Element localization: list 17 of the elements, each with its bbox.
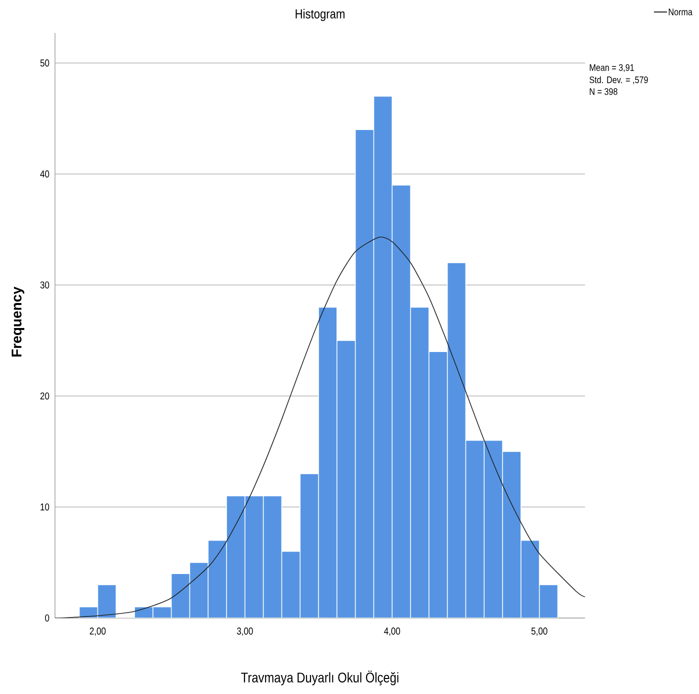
x-tick-label: 4,00 [384, 628, 400, 636]
text: Mean = 3,91 [590, 64, 634, 72]
x-axis-title: Travmaya Duyarlı Okul Ölçeği [241, 670, 398, 686]
x-tick-label: 2,00 [90, 628, 106, 636]
y-tick-label: 20 [40, 392, 50, 400]
text: Std. Dev. = ,579 [590, 76, 648, 84]
y-tick-label: 10 [40, 503, 50, 511]
y-tick-label: 50 [40, 59, 50, 66]
y-tick-label: 30 [40, 281, 50, 289]
y-tick-label: 0 [45, 614, 50, 622]
text: N = 398 [590, 88, 618, 95]
chart-title: Histogram [296, 8, 344, 22]
x-tick-label: 3,00 [236, 628, 253, 636]
y-axis-title: Frequency [12, 286, 24, 356]
legend-label: Norma [668, 8, 692, 16]
x-tick-label: 5,00 [531, 628, 548, 636]
y-tick-label: 40 [40, 170, 50, 178]
